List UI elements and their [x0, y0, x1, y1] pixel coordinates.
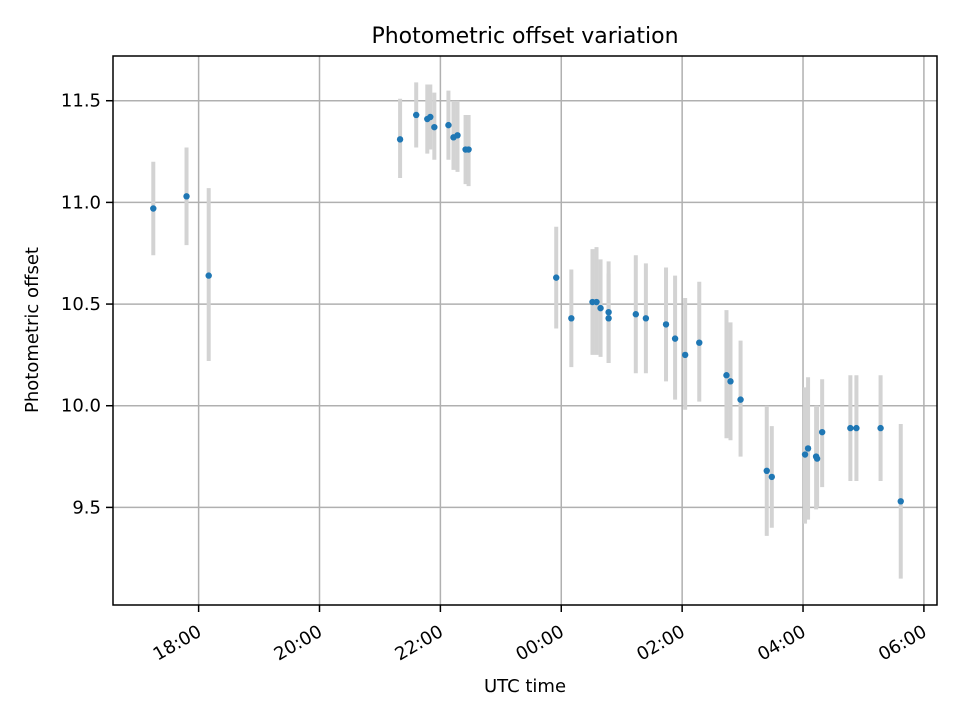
data-point — [696, 339, 703, 346]
chart-title: Photometric offset variation — [371, 24, 678, 49]
data-point — [847, 424, 854, 432]
grid — [113, 56, 937, 605]
data-point — [605, 315, 612, 322]
data-point — [396, 136, 404, 143]
y-tick-label: 9.5 — [72, 497, 101, 518]
data-point — [723, 372, 730, 379]
data-point — [183, 193, 190, 200]
data-point — [768, 473, 775, 481]
data-point — [465, 146, 472, 153]
data-point — [804, 445, 812, 452]
data-point — [737, 396, 744, 403]
y-axis-ticks: 9.5 10.0 10.5 11.0 11.5 — [61, 91, 113, 518]
data-point — [150, 205, 157, 212]
y-tick-label: 10.5 — [61, 294, 101, 315]
y-axis-label: Photometric offset — [22, 247, 43, 413]
data-point — [605, 309, 612, 316]
x-axis-label: UTC time — [484, 676, 566, 697]
data-point — [642, 315, 650, 322]
data-point — [445, 121, 452, 129]
data-point — [801, 451, 809, 458]
data-point — [597, 304, 604, 312]
data-point — [818, 428, 826, 436]
data-point — [553, 274, 560, 281]
data-point — [431, 123, 438, 131]
data-point — [593, 298, 600, 306]
data-point — [853, 424, 860, 432]
y-tick-label: 11.0 — [61, 192, 101, 213]
data-point — [813, 455, 821, 462]
data-point — [681, 351, 689, 359]
data-point — [877, 424, 884, 432]
y-tick-label: 10.0 — [61, 396, 101, 417]
data-points — [150, 111, 904, 505]
data-point — [897, 498, 904, 505]
data-point — [671, 335, 679, 342]
data-point — [413, 111, 420, 119]
data-point — [205, 272, 212, 279]
data-point — [568, 315, 575, 322]
data-point — [632, 311, 640, 318]
y-tick-label: 11.5 — [61, 91, 101, 112]
data-point — [763, 467, 770, 474]
plot-frame — [112, 55, 938, 606]
data-point — [427, 113, 434, 121]
data-point — [454, 132, 461, 139]
data-point — [662, 321, 670, 328]
data-point — [727, 378, 734, 385]
